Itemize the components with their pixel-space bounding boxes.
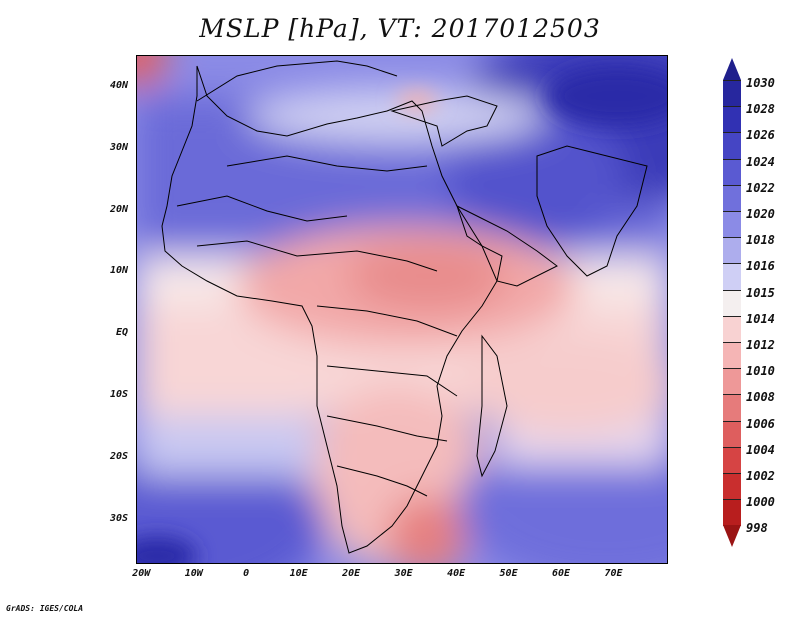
lon-tick-label: 10E [289, 568, 308, 579]
colorbar-label: 1008 [746, 390, 775, 405]
lat-tick-label: EQ [115, 327, 128, 339]
colorbar-label: 1024 [746, 154, 775, 169]
colorbar-label: 1022 [746, 180, 775, 195]
coastlines [161, 60, 648, 554]
lon-tick-label: 20E [342, 568, 361, 579]
lat-tick-label: 30N [109, 141, 128, 153]
map-svg [137, 56, 667, 563]
colorbar-segment [723, 237, 741, 265]
lon-tick-label: 30E [394, 568, 413, 579]
colorbar-label: 1028 [746, 102, 775, 117]
lon-tick-label: 0 [243, 568, 250, 579]
colorbar-label: 1014 [746, 311, 775, 326]
colorbar-label: 1010 [746, 364, 775, 379]
colorbar-segment [723, 473, 741, 501]
colorbar-segment [723, 106, 741, 134]
colorbar-label: 1006 [746, 416, 775, 431]
colorbar-segment [723, 499, 741, 527]
colorbar-label: 1026 [746, 128, 775, 143]
pressure-detail [137, 66, 667, 563]
colorbar-segment [723, 184, 741, 212]
grads-credit: GrADS: IGES/COLA [6, 604, 84, 613]
lat-tick-label: 30S [109, 512, 128, 524]
colorbar-bottom-arrow [723, 525, 741, 548]
lon-tick-label: 40E [447, 568, 466, 579]
colorbar-segment [723, 263, 741, 291]
lon-tick-label: 20W [132, 568, 151, 579]
colorbar-label: 1030 [746, 76, 775, 90]
lat-tick-label: 10N [109, 265, 128, 277]
lat-tick-label: 40N [109, 79, 128, 91]
colorbar-label: 1000 [746, 495, 775, 510]
colorbar-segment [723, 132, 741, 160]
lon-tick-label: 70E [604, 568, 623, 579]
colorbar-label: 1015 [746, 285, 775, 300]
colorbar-segment [723, 315, 741, 343]
lat-tick-label: 20N [109, 203, 128, 215]
colorbar-label: 1012 [746, 338, 775, 352]
colorbar-segment [723, 158, 741, 186]
pressure-field [137, 56, 667, 563]
colorbar-label: 1016 [746, 259, 775, 274]
chart-title: MSLP [hPa], VT: 2017012503 [199, 14, 601, 43]
colorbar-label: 1002 [746, 469, 775, 483]
lat-tick-label: 20S [109, 450, 128, 462]
colorbar-label: 1004 [746, 442, 775, 457]
lat-tick-label: 10S [109, 389, 128, 401]
colorbar-segment [723, 420, 741, 448]
colorbar-segment [723, 289, 741, 317]
colorbar-top-arrow [723, 58, 741, 80]
colorbar-segment [723, 368, 741, 396]
lon-tick-label: 10W [184, 568, 203, 579]
lon-tick-label: 60E [552, 568, 571, 579]
colorbar-segment [723, 342, 741, 370]
colorbar-label: 998 [746, 521, 768, 536]
lon-tick-label: 50E [499, 568, 518, 579]
colorbar-segment [723, 211, 741, 239]
colorbar-label: 1020 [746, 207, 775, 221]
mslp-map[interactable] [136, 55, 668, 564]
colorbar-segment [723, 394, 741, 422]
colorbar-segment [723, 446, 741, 474]
colorbar-label: 1018 [746, 233, 775, 248]
colorbar-segment [723, 80, 741, 108]
